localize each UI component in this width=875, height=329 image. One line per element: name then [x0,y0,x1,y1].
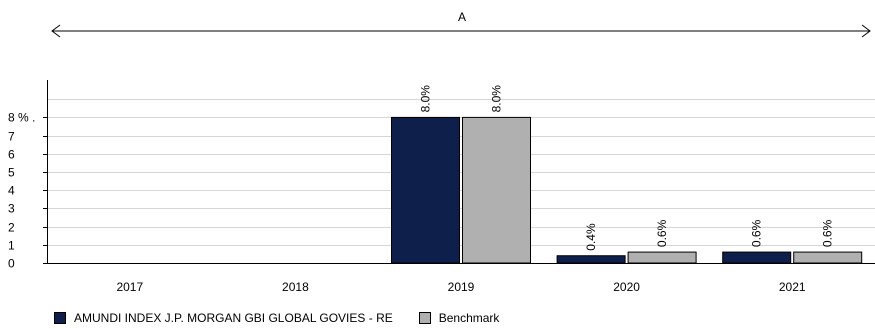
data-label: 8.0% [490,85,504,113]
legend-swatch-fund [54,312,66,324]
data-label: 0.6% [821,219,835,247]
bar [462,116,531,264]
y-tick-label: 5 [8,166,15,180]
data-label: 0.4% [584,223,598,251]
x-tick-label: 2017 [116,280,143,294]
range-label: A [458,10,466,24]
data-label: 8.0% [419,85,433,113]
bar [391,116,460,264]
bar [556,255,626,264]
range-arrow: A [51,10,871,38]
gridlines [47,99,875,246]
legend-label-benchmark: Benchmark [438,311,500,325]
bars: 8.0% 8.0% 0.4% 0.6% 0.6% 0.6% [391,85,863,264]
bar [793,251,863,264]
y-tick-label: 0 [8,257,15,271]
legend-label-fund: AMUNDI INDEX J.P. MORGAN GBI GLOBAL GOVI… [74,311,393,325]
x-tick-label: 2021 [779,280,806,294]
x-axis: 2017 2018 2019 2020 2021 [47,263,875,294]
range-arrow-right-head [861,24,871,38]
y-tick-label: 1 [8,239,15,253]
y-tick-label: 4 [8,184,15,198]
y-tick-label: 2 [8,221,15,235]
legend-item-fund: AMUNDI INDEX J.P. MORGAN GBI GLOBAL GOVI… [54,311,393,325]
legend: AMUNDI INDEX J.P. MORGAN GBI GLOBAL GOVI… [54,311,525,325]
x-tick-label: 2018 [282,280,309,294]
data-label: 0.6% [655,219,669,247]
legend-swatch-benchmark [418,312,431,324]
bar [722,251,792,264]
y-tick-label: 8 % . [8,111,35,125]
x-tick-label: 2019 [448,280,475,294]
bar [627,251,697,264]
data-label: 0.6% [750,219,764,247]
y-tick-label: 3 [8,202,15,216]
x-tick-label: 2020 [613,280,640,294]
y-tick-label: 6 [8,148,15,162]
range-arrow-left-head [51,24,61,38]
y-tick-label: 7 [8,130,15,144]
legend-item-benchmark: Benchmark [418,311,500,325]
y-axis: 0 1 2 3 4 5 6 7 8 % . [8,80,48,271]
